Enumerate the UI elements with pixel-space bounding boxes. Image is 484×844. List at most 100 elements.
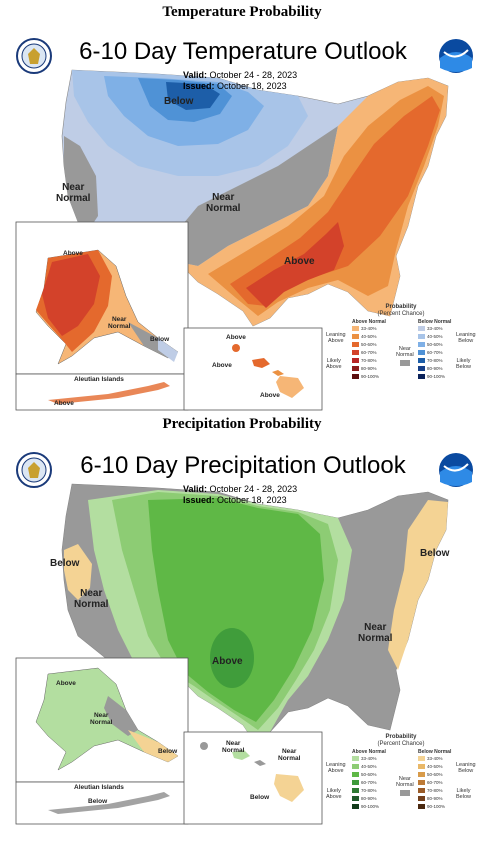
label-hawaii-above-3: Above [260, 392, 280, 399]
precipitation-map-title: 6-10 Day Precipitation Outlook [80, 452, 406, 479]
legend-below-bin-label: 90-100% [427, 374, 446, 379]
legend-subtitle: (Percent Chance) [377, 311, 425, 317]
legend-near-swatch [400, 360, 410, 366]
legend-above-swatch [352, 796, 359, 801]
label-alaska-near-normal: Near Normal [108, 316, 131, 330]
label-near-normal-west: Near Normal [56, 182, 91, 204]
legend-above-bin-label: 70-80% [361, 788, 377, 793]
legend-below-bin-label: 90-100% [427, 804, 446, 809]
valid-dates: October 24 - 28, 2023 [209, 484, 298, 494]
legend-likely-below: Likely Below [456, 358, 471, 370]
legend-likely-above: Likely Above [326, 788, 342, 800]
legend-above-bin-label: 90-100% [361, 374, 380, 379]
legend-below-bin-label: 40-50% [427, 334, 443, 339]
legend-above-swatch [352, 350, 359, 355]
temperature-alaska-inset [15, 221, 189, 375]
temperature-aleutian-inset [15, 373, 189, 411]
label-hawaii-near-normal-2: Near Normal [278, 748, 301, 762]
legend-above-swatch [352, 772, 359, 777]
legend-below-swatch [418, 780, 425, 785]
label-hawaii-below: Below [250, 794, 270, 801]
legend-below-bin-label: 33-40% [427, 326, 443, 331]
legend-below-swatch [418, 366, 425, 371]
legend-title: Probability (Percent Chance) [326, 304, 476, 318]
legend-below-head: Below Normal [418, 749, 452, 755]
aleutian-title: Aleutian Islands [74, 784, 124, 791]
legend-likely-below: Likely Below [456, 788, 471, 800]
legend-above-swatch [352, 780, 359, 785]
legend-below-swatch [418, 788, 425, 793]
legend-below-bin-label: 60-70% [427, 350, 443, 355]
legend-below-swatch [418, 342, 425, 347]
legend-below-swatch [418, 796, 425, 801]
legend-below-bin-label: 70-80% [427, 358, 443, 363]
label-alaska-below: Below [150, 336, 170, 343]
legend-leaning-below: Leaning Below [456, 332, 476, 344]
legend-leaning-above: Leaning Above [326, 332, 346, 344]
legend-title: Probability (Percent Chance) [326, 734, 476, 748]
label-below-west: Below [50, 558, 80, 569]
legend-below-swatch [418, 358, 425, 363]
label-alaska-near-normal: Near Normal [90, 712, 113, 726]
precipitation-conus [61, 483, 449, 741]
label-alaska-above: Above [56, 680, 76, 687]
legend-title-text: Probability [385, 304, 417, 310]
legend-below-bin-label: 60-70% [427, 780, 443, 785]
temperature-legend: Probability (Percent Chance) Above Norma… [326, 304, 476, 414]
label-below-north: Below [164, 96, 194, 107]
label-hawaii-near-normal-1: Near Normal [222, 740, 245, 754]
valid-label: Valid: [183, 484, 208, 494]
legend-below-swatch [418, 334, 425, 339]
legend-above-head: Above Normal [352, 319, 386, 325]
aleutian-title: Aleutian Islands [74, 376, 124, 383]
legend-below-head: Below Normal [418, 319, 452, 325]
issued-date: October 18, 2023 [217, 81, 287, 91]
precipitation-section-title: Precipitation Probability [162, 416, 322, 432]
label-near-normal-east: Near Normal [358, 622, 393, 644]
legend-below-bin-label: 80-90% [427, 366, 443, 371]
commerce-seal-logo [16, 38, 52, 74]
label-aleutian-above: Above [54, 400, 74, 407]
temperature-outlook-map: 6-10 Day Temperature Outlook Valid: Octo… [8, 26, 478, 415]
legend-below-swatch [418, 374, 425, 379]
commerce-seal-logo [16, 452, 52, 488]
precipitation-map-svg [15, 483, 449, 825]
legend-above-bin-label: 33-40% [361, 756, 377, 761]
legend-title-text: Probability [385, 734, 417, 740]
legend-above-bin-label: 40-50% [361, 334, 377, 339]
legend-below-swatch [418, 756, 425, 761]
temperature-map-title: 6-10 Day Temperature Outlook [79, 38, 407, 65]
label-hawaii-above-1: Above [226, 334, 246, 341]
precipitation-valid-line: Valid: October 24 - 28, 2023 [183, 484, 297, 494]
label-above-south: Above [212, 656, 243, 667]
legend-above-bin-label: 70-80% [361, 358, 377, 363]
legend-above-swatch [352, 764, 359, 769]
legend-below-bin-label: 80-90% [427, 796, 443, 801]
label-alaska-above: Above [63, 250, 83, 257]
legend-near-normal: Near Normal [396, 346, 414, 358]
legend-near-normal: Near Normal [396, 776, 414, 788]
precipitation-outlook-map: 6-10 Day Precipitation Outlook Valid: Oc… [8, 440, 478, 829]
precipitation-alaska-inset [15, 657, 189, 783]
issued-label: Issued: [183, 81, 215, 91]
legend-above-bin-label: 50-60% [361, 772, 377, 777]
label-near-normal-central: Near Normal [206, 192, 241, 214]
precipitation-aleutian-inset [15, 781, 189, 825]
legend-above-swatch [352, 788, 359, 793]
valid-dates: October 24 - 28, 2023 [209, 70, 298, 80]
legend-below-bin-label: 33-40% [427, 756, 443, 761]
temperature-map-svg [15, 69, 449, 411]
legend-above-swatch [352, 804, 359, 809]
legend-above-bin-label: 80-90% [361, 796, 377, 801]
label-alaska-below: Below [158, 748, 178, 755]
legend-above-bin-label: 33-40% [361, 326, 377, 331]
legend-above-swatch [352, 374, 359, 379]
label-near-normal-west: Near Normal [74, 588, 109, 610]
legend-above-head: Above Normal [352, 749, 386, 755]
label-aleutian-below: Below [88, 798, 108, 805]
legend-above-bin-label: 80-90% [361, 366, 377, 371]
label-above-south: Above [284, 256, 315, 267]
legend-subtitle: (Percent Chance) [377, 741, 425, 747]
legend-above-swatch [352, 326, 359, 331]
legend-below-bin-label: 70-80% [427, 788, 443, 793]
